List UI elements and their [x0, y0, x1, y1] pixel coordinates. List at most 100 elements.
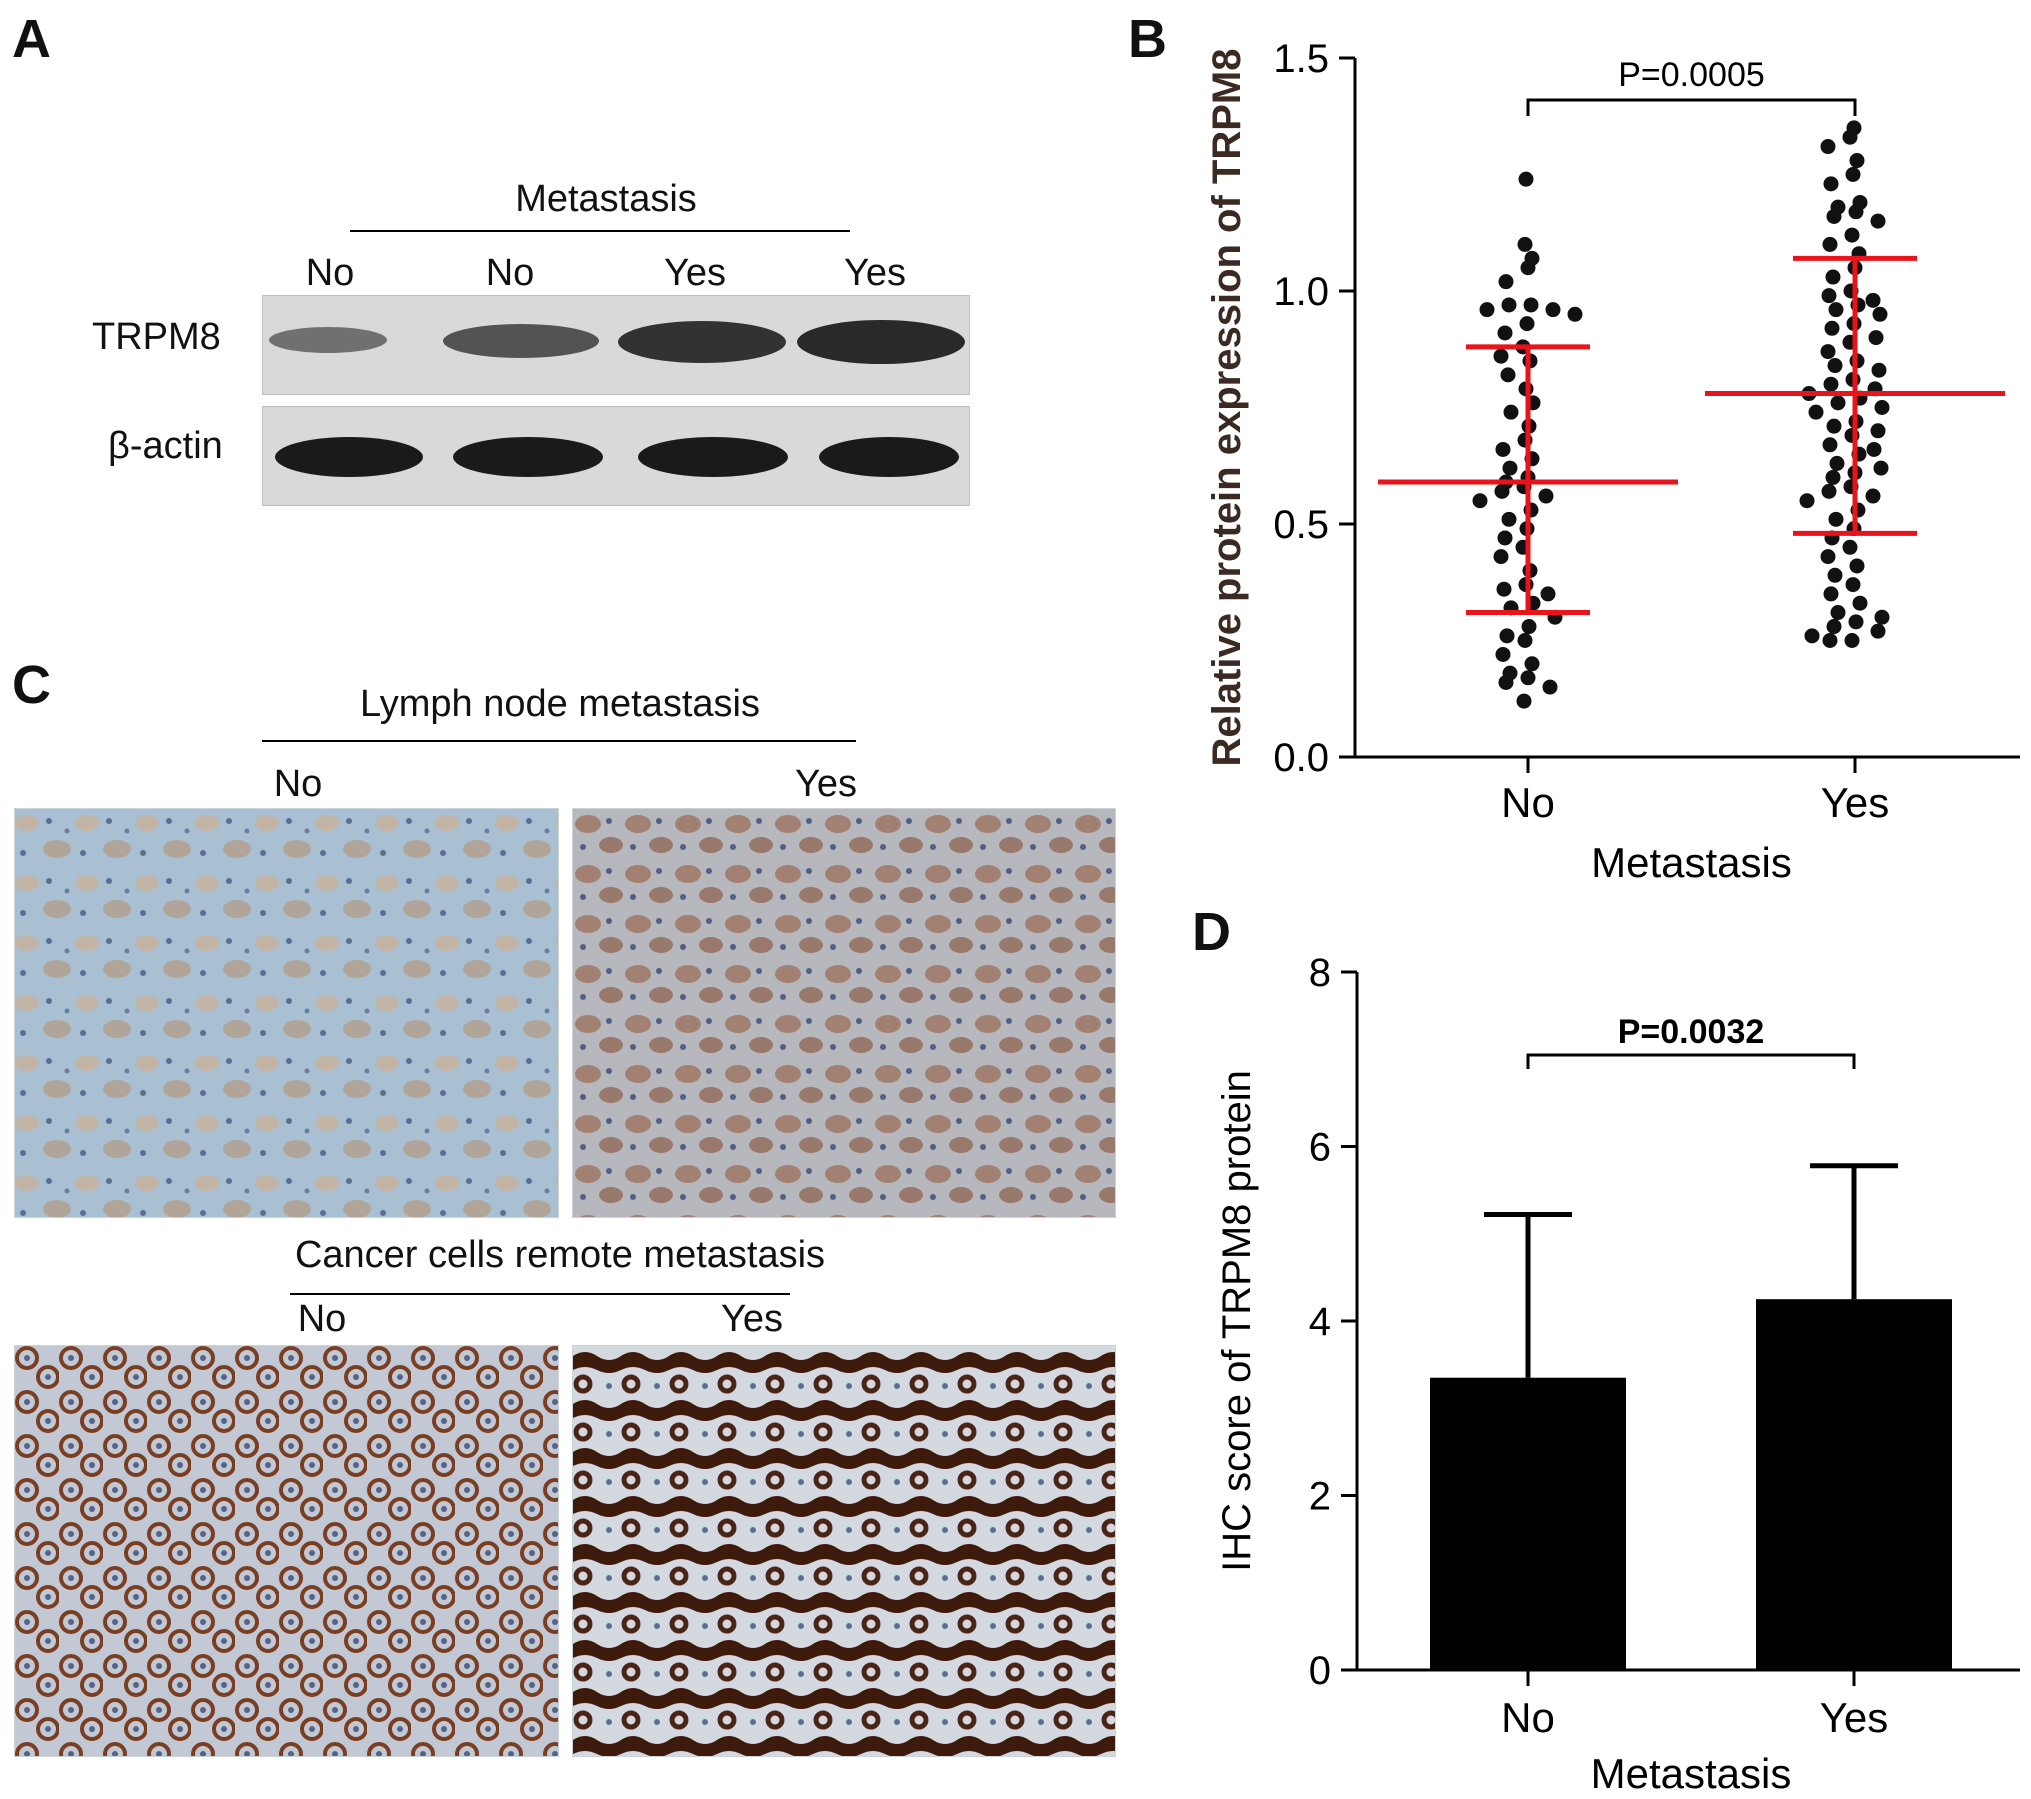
ihc-bottom-line	[290, 1293, 790, 1295]
b-y-axis-label: Relative protein expression of TRPM8	[1205, 49, 1249, 767]
d-y-tick-label: 8	[1309, 951, 1331, 995]
b-data-point	[1493, 549, 1509, 565]
b-data-point	[1517, 236, 1533, 252]
b-data-point	[1830, 395, 1846, 411]
b-data-point	[1870, 423, 1886, 439]
b-data-point	[1821, 483, 1837, 499]
band-trpm8-1	[269, 327, 387, 353]
band-actin-2	[453, 437, 603, 477]
b-data-point	[1874, 400, 1890, 415]
b-x-axis-label: Metastasis	[1591, 839, 1792, 886]
b-data-point	[1826, 208, 1842, 224]
b-data-point	[1828, 302, 1844, 318]
band-actin-1	[275, 437, 423, 477]
b-data-point	[1842, 129, 1858, 145]
b-data-point	[1503, 404, 1519, 420]
b-y-tick-label: 1.5	[1273, 37, 1329, 81]
b-data-point	[1849, 153, 1865, 169]
b-data-point	[1829, 455, 1845, 471]
d-y-tick-label: 0	[1309, 1649, 1331, 1693]
b-data-point	[1822, 633, 1838, 648]
b-data-point	[1808, 404, 1824, 420]
b-data-point	[1825, 269, 1841, 285]
d-y-tick-label: 6	[1309, 1126, 1331, 1170]
b-data-point	[1804, 628, 1820, 644]
b-data-point	[1852, 595, 1868, 611]
b-data-point	[1823, 176, 1839, 192]
d-x-tick-label: No	[1501, 1694, 1555, 1741]
lane-label-3: Yes	[664, 252, 726, 294]
b-data-point	[1820, 344, 1836, 360]
b-data-point	[1824, 320, 1840, 336]
d-significance-label: P=0.0032	[1618, 1013, 1765, 1051]
d-x-tick-label: Yes	[1820, 1694, 1889, 1741]
panel-letter-b: B	[1128, 9, 1167, 69]
b-data-point	[1518, 171, 1534, 187]
panel-letter-d: D	[1192, 902, 1231, 962]
b-data-point	[1523, 297, 1539, 313]
b-data-point	[1823, 586, 1839, 602]
d-y-tick-label: 2	[1309, 1475, 1331, 1519]
b-data-point	[1865, 488, 1881, 504]
b-data-point	[1827, 567, 1843, 583]
b-data-point	[1517, 633, 1533, 648]
b-data-point	[1866, 441, 1882, 457]
b-data-point	[1498, 674, 1514, 690]
band-trpm8-4	[797, 320, 965, 364]
b-data-point	[1498, 274, 1514, 290]
b-data-point	[1520, 260, 1536, 276]
b-data-point	[1823, 376, 1839, 392]
b-data-point	[1871, 362, 1887, 378]
b-data-point	[1865, 292, 1881, 308]
b-data-point	[1844, 227, 1860, 243]
panel-letter-c: C	[12, 655, 51, 715]
panel-letter-a: A	[12, 9, 51, 69]
b-data-point	[1516, 693, 1532, 709]
b-data-point	[1874, 609, 1890, 625]
b-data-point	[1848, 204, 1864, 220]
b-data-point	[1830, 605, 1846, 621]
b-data-point	[1872, 306, 1888, 322]
d-x-axis-label: Metastasis	[1591, 1750, 1792, 1797]
b-data-point	[1479, 302, 1495, 318]
b-y-tick-label: 1.0	[1273, 270, 1329, 314]
row-label-beta-actin: β-actin	[108, 425, 223, 467]
blot-group-line	[350, 230, 850, 232]
b-data-point	[1870, 213, 1886, 229]
b-data-point	[1497, 530, 1513, 546]
b-data-point	[1822, 437, 1838, 453]
b-significance-label: P=0.0005	[1618, 56, 1765, 94]
b-data-point	[1842, 539, 1858, 555]
b-x-tick-label: No	[1501, 779, 1555, 826]
b-data-point	[1519, 316, 1535, 332]
blot-strip-beta-actin	[262, 406, 970, 506]
b-data-point	[1545, 302, 1561, 318]
b-data-point	[1849, 558, 1865, 574]
b-data-point	[1868, 330, 1884, 346]
d-y-axis-label: IHC score of TRPM8 protein	[1215, 1070, 1259, 1572]
b-data-point	[1538, 488, 1554, 504]
b-data-point	[1494, 483, 1510, 499]
b-data-point	[1495, 646, 1511, 662]
ihc-bottom-col-no: No	[297, 1298, 347, 1340]
b-data-point	[1848, 614, 1864, 630]
b-data-point	[1567, 306, 1583, 322]
b-data-point	[1502, 460, 1518, 476]
b-data-point	[1828, 511, 1844, 527]
b-data-point	[1542, 679, 1558, 695]
band-trpm8-3	[618, 321, 786, 363]
b-data-point	[1845, 167, 1861, 182]
ihc-image-lymph-no	[14, 808, 559, 1218]
b-data-point	[1826, 619, 1842, 635]
ihc-top-line	[262, 740, 856, 742]
b-data-point	[1495, 441, 1511, 457]
d-y-tick-label: 4	[1309, 1300, 1331, 1344]
ihc-top-col-no: No	[273, 763, 323, 805]
b-data-point	[1521, 619, 1537, 635]
b-data-point	[1825, 469, 1841, 485]
b-data-point	[1540, 586, 1556, 602]
bar-chart-d: 0 2 4 6 8 No Yes Metastasis IHC score of TRPM8 p…	[1215, 951, 2020, 1797]
band-trpm8-2	[443, 324, 599, 358]
ihc-bottom-col-yes: Yes	[721, 1298, 783, 1340]
b-data-point	[1524, 656, 1540, 672]
